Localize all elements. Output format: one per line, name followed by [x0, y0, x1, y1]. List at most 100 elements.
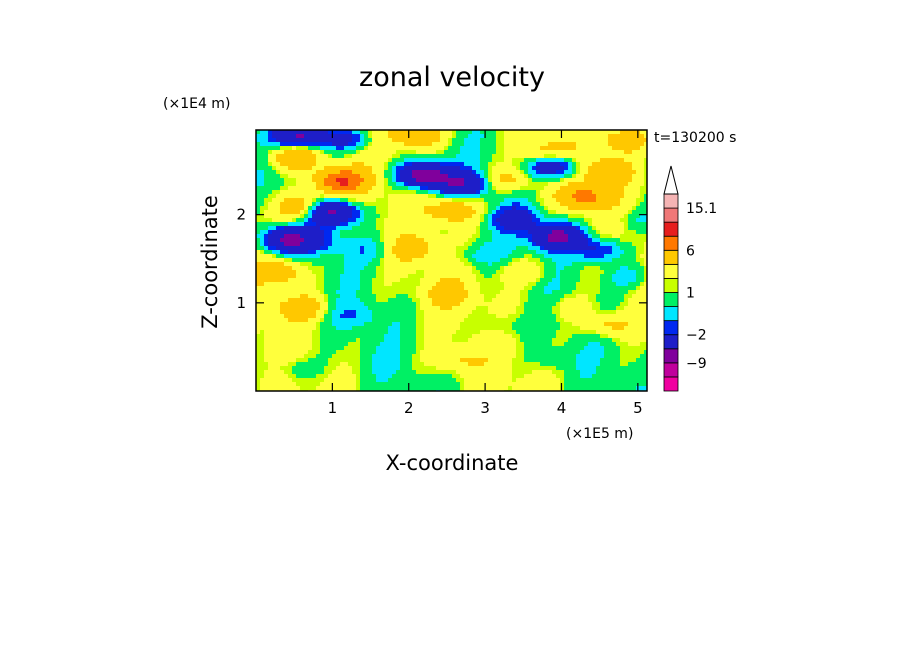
- heatmap-cell: [532, 142, 537, 147]
- heatmap-cell: [300, 218, 305, 223]
- heatmap-cell: [444, 310, 449, 315]
- heatmap-cell: [476, 158, 481, 163]
- heatmap-cell: [504, 306, 509, 311]
- heatmap-cell: [440, 222, 445, 227]
- heatmap-cell: [568, 238, 573, 243]
- heatmap-cell: [444, 250, 449, 255]
- heatmap-cell: [360, 298, 365, 303]
- heatmap-cell: [476, 294, 481, 299]
- heatmap-cell: [272, 194, 277, 199]
- heatmap-cell: [476, 246, 481, 251]
- heatmap-cell: [580, 302, 585, 307]
- heatmap-cell: [532, 150, 537, 155]
- heatmap-cell: [388, 218, 393, 223]
- heatmap-cell: [336, 230, 341, 235]
- heatmap-cell: [492, 274, 497, 279]
- heatmap-cell: [300, 178, 305, 183]
- heatmap-cell: [480, 138, 485, 143]
- heatmap-cell: [440, 266, 445, 271]
- heatmap-cell: [580, 250, 585, 255]
- heatmap-cell: [356, 250, 361, 255]
- heatmap-cell: [300, 130, 305, 135]
- heatmap-cell: [640, 274, 645, 279]
- heatmap-cell: [532, 258, 537, 263]
- heatmap-cell: [408, 294, 413, 299]
- heatmap-cell: [624, 302, 629, 307]
- heatmap-cell: [336, 322, 341, 327]
- heatmap-cell: [380, 178, 385, 183]
- heatmap-cell: [388, 302, 393, 307]
- heatmap-cell: [300, 262, 305, 267]
- heatmap-cell: [384, 178, 389, 183]
- heatmap-cell: [476, 242, 481, 247]
- heatmap-cell: [384, 170, 389, 175]
- heatmap-cell: [532, 214, 537, 219]
- heatmap-cell: [256, 286, 261, 291]
- heatmap-cell: [404, 226, 409, 231]
- heatmap-cell: [476, 270, 481, 275]
- heatmap-cell: [296, 266, 301, 271]
- heatmap-cell: [380, 298, 385, 303]
- heatmap-cell: [272, 278, 277, 283]
- heatmap-cell: [348, 314, 353, 319]
- heatmap-cell: [336, 330, 341, 335]
- heatmap-cell: [292, 298, 297, 303]
- heatmap-cell: [612, 246, 617, 251]
- heatmap-cell: [488, 306, 493, 311]
- heatmap-cell: [260, 242, 265, 247]
- heatmap-cell: [324, 202, 329, 207]
- heatmap-cell: [304, 146, 309, 151]
- heatmap-cell: [544, 166, 549, 171]
- heatmap-cell: [524, 134, 529, 139]
- heatmap-cell: [640, 210, 645, 215]
- heatmap-cell: [408, 162, 413, 167]
- heatmap-cell: [288, 206, 293, 211]
- heatmap-cell: [512, 170, 517, 175]
- heatmap-cell: [608, 154, 613, 159]
- heatmap-cell: [300, 166, 305, 171]
- heatmap-cell: [516, 310, 521, 315]
- heatmap-cell: [368, 330, 373, 335]
- heatmap-cell: [276, 286, 281, 291]
- heatmap-cell: [640, 250, 645, 255]
- heatmap-cell: [612, 146, 617, 151]
- heatmap-cell: [524, 330, 529, 335]
- heatmap-cell: [604, 222, 609, 227]
- heatmap-cell: [488, 146, 493, 151]
- heatmap-cell: [416, 314, 421, 319]
- heatmap-cell: [392, 170, 397, 175]
- heatmap-cell: [556, 302, 561, 307]
- heatmap-cell: [456, 182, 461, 187]
- heatmap-cell: [304, 198, 309, 203]
- heatmap-cell: [484, 310, 489, 315]
- heatmap-cell: [288, 290, 293, 295]
- heatmap-cell: [608, 266, 613, 271]
- heatmap-cell: [508, 258, 513, 263]
- heatmap-cell: [416, 318, 421, 323]
- heatmap-cell: [340, 254, 345, 259]
- heatmap-cell: [500, 186, 505, 191]
- heatmap-cell: [296, 246, 301, 251]
- heatmap-cell: [444, 206, 449, 211]
- heatmap-cell: [408, 274, 413, 279]
- heatmap-cell: [456, 270, 461, 275]
- heatmap-cell: [320, 154, 325, 159]
- heatmap-cell: [520, 306, 525, 311]
- heatmap-cell: [372, 250, 377, 255]
- heatmap-cell: [452, 198, 457, 203]
- heatmap-cell: [552, 170, 557, 175]
- heatmap-cell: [584, 218, 589, 223]
- heatmap-cell: [424, 326, 429, 331]
- heatmap-cell: [632, 210, 637, 215]
- heatmap-cell: [356, 158, 361, 163]
- heatmap-cell: [324, 206, 329, 211]
- heatmap-cell: [308, 146, 313, 151]
- heatmap-cell: [328, 206, 333, 211]
- heatmap-cell: [436, 294, 441, 299]
- heatmap-cell: [628, 130, 633, 135]
- heatmap-cell: [472, 258, 477, 263]
- heatmap-cell: [396, 306, 401, 311]
- heatmap-cell: [496, 146, 501, 151]
- heatmap-cell: [604, 154, 609, 159]
- heatmap-cell: [592, 270, 597, 275]
